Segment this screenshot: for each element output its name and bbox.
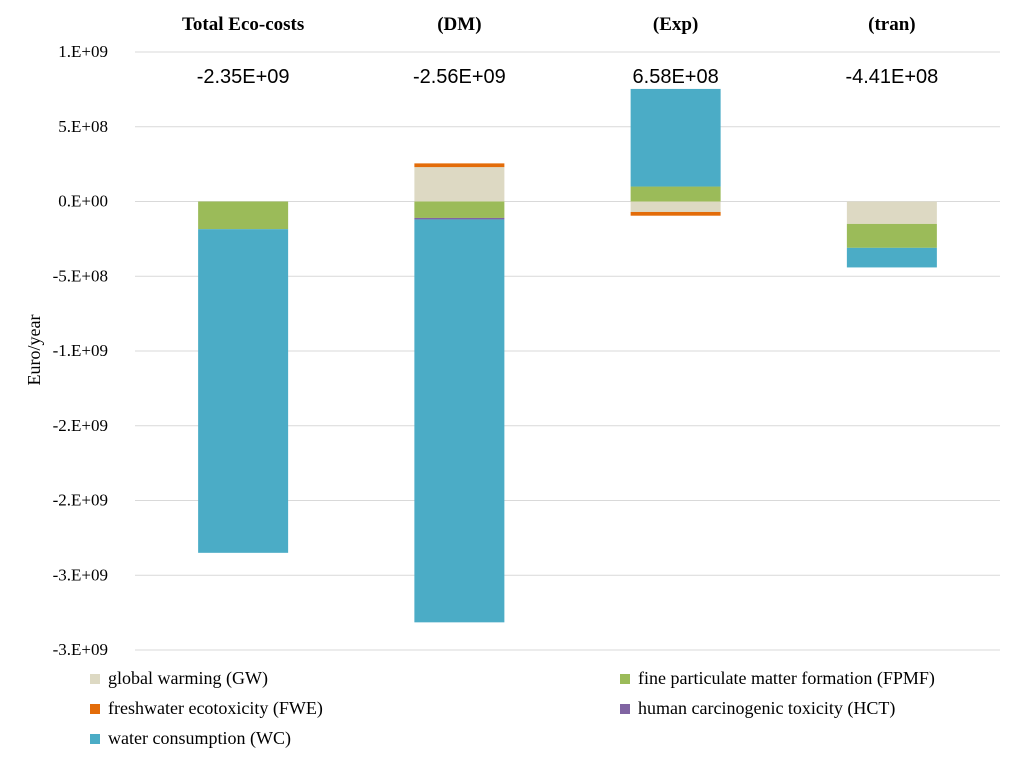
bar-segment [630,201,721,212]
y-tick-label: -3.E+09 [53,565,108,584]
legend-swatch [90,733,100,744]
bar-segment [414,217,505,220]
data-label-total: -2.56E+09 [413,66,506,88]
bar-layer [198,88,937,623]
legend-label: freshwater ecotoxicity (FWE) [108,698,323,718]
legend-item: fine particulate matter formation (FPMF) [620,668,935,689]
y-axis-label: Euro/year [24,315,44,386]
y-tick-label: 1.E+09 [58,42,108,61]
bar-segment [414,219,505,623]
chart: 1.E+09 5.E+08 0.E+00 -5.E+08 -1.E+09 -2.E+09 -… [24,14,1000,659]
bar-segment [198,229,289,553]
legend: global warming (GW) fine particulate matt… [90,668,1000,754]
category-label: Total Eco-costs [182,14,304,35]
legend-item: freshwater ecotoxicity (FWE) [90,698,323,719]
y-tick-label: 0.E+00 [58,192,108,211]
legend-label: fine particulate matter formation (FPMF) [638,668,935,688]
category-label: (tran) [868,14,915,35]
bar-segment [630,186,721,202]
legend-swatch [620,703,630,714]
bar-segment [846,223,937,248]
legend-label: human carcinogenic toxicity (HCT) [638,698,896,718]
bar-segment [630,88,721,187]
bar-segment [414,163,505,168]
y-tick-label: 5.E+08 [58,117,108,136]
bar-segment [630,211,721,216]
legend-label: water consumption (WC) [108,728,291,748]
bar-segment [414,201,505,218]
data-label-total: -2.35E+09 [197,66,290,88]
text-layer: 1.E+09 5.E+08 0.E+00 -5.E+08 -1.E+09 -2.E+09 -… [24,14,938,659]
bar-segment [198,201,289,230]
y-tick-label: -2.E+09 [53,416,108,435]
bar-segment [846,247,937,268]
legend-item: water consumption (WC) [90,728,291,749]
category-label: (DM) [437,14,481,35]
y-tick-label: -5.E+08 [53,266,108,285]
legend-swatch [90,703,100,714]
data-label-total: -4.41E+08 [845,66,938,88]
bar-segment [414,167,505,202]
y-tick-label: -2.E+09 [53,491,108,510]
data-label-total: 6.58E+08 [633,66,719,88]
category-label: (Exp) [653,14,698,35]
legend-item: global warming (GW) [90,668,268,689]
legend-item: human carcinogenic toxicity (HCT) [620,698,895,719]
bar-segment [846,201,937,224]
y-tick-label: -3.E+09 [53,640,108,659]
legend-swatch [90,673,100,684]
legend-swatch [620,673,630,684]
y-tick-label: -1.E+09 [53,341,108,360]
legend-label: global warming (GW) [108,668,268,688]
